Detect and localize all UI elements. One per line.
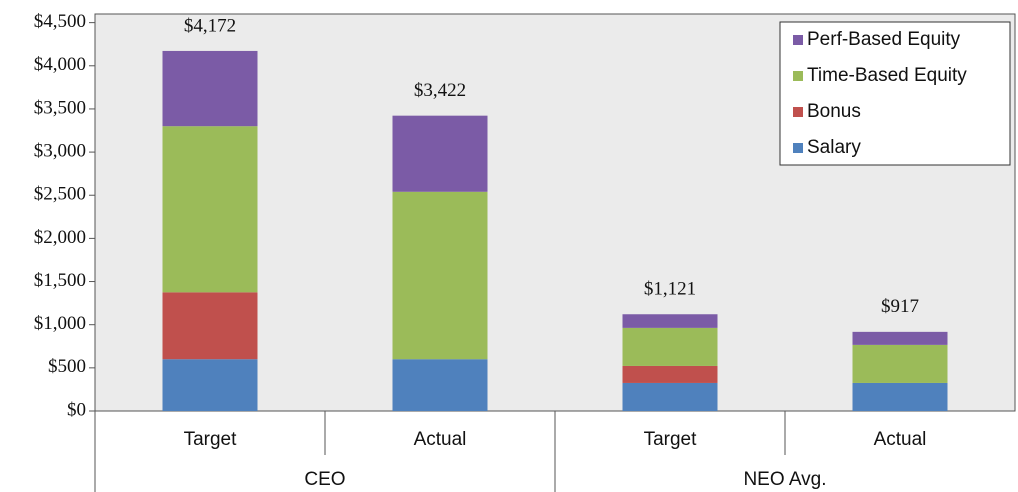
bar-segment bbox=[622, 365, 718, 383]
y-tick-label: $3,500 bbox=[34, 97, 86, 118]
total-label: $4,172 bbox=[184, 15, 236, 36]
total-label: $917 bbox=[881, 296, 919, 317]
bar-segment bbox=[622, 314, 718, 328]
bar-segment bbox=[162, 126, 258, 293]
bar-segment bbox=[852, 344, 948, 383]
bar-segment bbox=[852, 331, 948, 345]
x-tick-label: Actual bbox=[414, 429, 467, 450]
legend-swatch bbox=[793, 71, 803, 81]
y-tick-label: $1,500 bbox=[34, 270, 86, 291]
bar-segment bbox=[392, 115, 488, 192]
legend-label: Perf-Based Equity bbox=[807, 29, 961, 50]
y-tick-label: $4,500 bbox=[34, 11, 86, 32]
x-tick-label: Target bbox=[644, 429, 698, 450]
bar-segment bbox=[622, 382, 718, 411]
y-tick-label: $500 bbox=[48, 356, 86, 377]
group-label: CEO bbox=[304, 469, 345, 490]
bar-segment bbox=[622, 327, 718, 366]
x-tick-label: Actual bbox=[874, 429, 927, 450]
group-label: NEO Avg. bbox=[743, 469, 826, 490]
bar-segment bbox=[392, 359, 488, 411]
y-tick-label: $2,000 bbox=[34, 227, 86, 248]
bar-segment bbox=[162, 359, 258, 411]
bar-segment bbox=[392, 191, 488, 360]
total-label: $1,121 bbox=[644, 279, 696, 300]
y-tick-label: $2,500 bbox=[34, 184, 86, 205]
legend-label: Bonus bbox=[807, 101, 861, 122]
y-tick-label: $3,000 bbox=[34, 140, 86, 161]
legend-label: Salary bbox=[807, 137, 861, 158]
legend-swatch bbox=[793, 35, 803, 45]
y-tick-label: $0 bbox=[67, 399, 86, 420]
legend-swatch bbox=[793, 107, 803, 117]
x-tick-label: Target bbox=[184, 429, 238, 450]
legend-label: Time-Based Equity bbox=[807, 65, 967, 86]
legend bbox=[779, 21, 1011, 166]
y-tick-label: $4,000 bbox=[34, 54, 86, 75]
total-label: $3,422 bbox=[414, 80, 466, 101]
legend-swatch bbox=[793, 143, 803, 153]
bar-segment bbox=[162, 50, 258, 127]
bar-segment bbox=[852, 382, 948, 411]
bar-segment bbox=[162, 292, 258, 360]
y-tick-label: $1,000 bbox=[34, 313, 86, 334]
